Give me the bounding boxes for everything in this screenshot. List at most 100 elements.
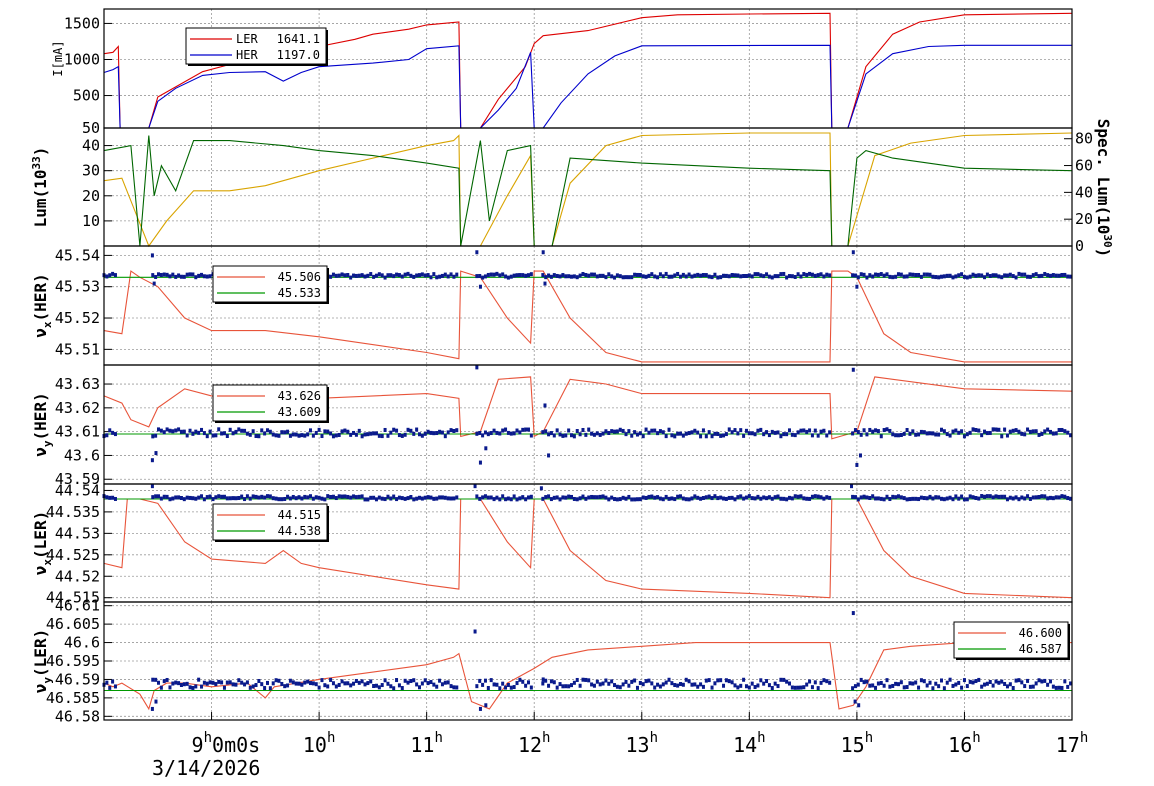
tune-point — [1000, 679, 1004, 684]
tune-point — [515, 497, 519, 502]
tune-point — [403, 432, 407, 437]
tune-point — [802, 272, 806, 277]
tune-point — [208, 494, 212, 499]
tune-point — [406, 496, 410, 501]
tune-point — [271, 681, 275, 686]
tune-point — [446, 274, 450, 279]
tune-point — [882, 428, 886, 433]
tune-point — [960, 494, 964, 499]
tune-point — [555, 428, 559, 433]
tune-point — [699, 273, 703, 278]
tune-point — [997, 680, 1001, 685]
tune-point — [802, 428, 806, 433]
tune-point — [696, 495, 700, 500]
tune-point — [1057, 495, 1061, 500]
tune-point — [570, 683, 574, 688]
tune-point — [357, 428, 361, 433]
tune-point — [578, 683, 582, 688]
tune-point — [524, 497, 528, 502]
tune-point — [452, 685, 456, 690]
tune-point — [406, 271, 410, 276]
tune-point — [874, 428, 878, 433]
tune-point — [644, 274, 648, 279]
tune-point — [257, 678, 261, 683]
tune-point — [707, 274, 711, 279]
tune-point — [1037, 678, 1041, 683]
tune-point — [162, 430, 166, 435]
tune-point — [584, 496, 588, 501]
tune-point — [684, 677, 688, 682]
tune-point — [948, 433, 952, 438]
tune-point — [512, 431, 516, 436]
y-tick-label: 46.605 — [46, 615, 100, 633]
tune-point — [667, 677, 671, 682]
tune-point — [1051, 273, 1055, 278]
tune-point — [733, 273, 737, 278]
tune-point — [260, 494, 264, 499]
x-tick-label: 9h0m0s — [192, 730, 261, 757]
tune-point — [793, 685, 797, 690]
tune-point — [426, 681, 430, 686]
tune-point — [395, 497, 399, 502]
tune-point — [704, 678, 708, 683]
y-axis-label-main: ν — [31, 566, 50, 576]
tune-point — [426, 495, 430, 500]
tune-point — [587, 495, 591, 500]
tune-point — [245, 494, 249, 499]
tune-point — [985, 431, 989, 436]
tune-point — [526, 680, 530, 685]
tune-point — [1000, 494, 1004, 499]
tune-point — [808, 679, 812, 684]
tune-point — [429, 275, 433, 280]
tune-point — [859, 432, 863, 437]
tune-point — [810, 433, 814, 438]
y-tick-label: 50 — [82, 119, 100, 137]
tune-point — [779, 496, 783, 501]
tune-point — [389, 684, 393, 689]
tune-point — [647, 678, 651, 683]
tune-point — [747, 431, 751, 436]
tune-point — [747, 273, 751, 278]
tune-point — [521, 679, 525, 684]
y-axis-label: I[mA] — [51, 40, 65, 76]
tune-point — [438, 274, 442, 279]
y-axis-label-tail: (HER) — [31, 392, 50, 440]
tune-point — [1020, 495, 1024, 500]
tune-point — [506, 430, 510, 435]
tune-point — [265, 428, 269, 433]
tune-point — [357, 273, 361, 278]
tune-point — [1014, 678, 1018, 683]
tune-point — [762, 681, 766, 686]
tune-point — [905, 427, 909, 432]
tune-point — [483, 678, 487, 683]
tune-point — [885, 272, 889, 277]
x-tick-label-hour: 17 — [1056, 733, 1080, 757]
tune-point — [1040, 679, 1044, 684]
y-tick-label: 44.52 — [55, 567, 100, 585]
tune-point — [787, 495, 791, 500]
tune-point — [750, 431, 754, 436]
tune-point — [862, 428, 866, 433]
tune-point — [853, 273, 857, 278]
tune-point — [162, 272, 166, 277]
tune-point — [894, 274, 898, 279]
y-axis-label-right-tail: ) — [1094, 248, 1113, 258]
tune-point — [727, 427, 731, 432]
tune-point — [159, 272, 163, 277]
tune-point — [681, 682, 685, 687]
tune-point — [489, 431, 493, 436]
tune-point — [911, 496, 915, 501]
tune-point — [739, 494, 743, 499]
tune-point — [340, 429, 344, 434]
tune-point — [957, 680, 961, 685]
tune-point — [819, 680, 823, 685]
tune-point — [699, 434, 703, 439]
tune-point — [549, 431, 553, 436]
tune-point — [785, 497, 789, 502]
tune-point — [489, 678, 493, 683]
tune-point — [891, 494, 895, 499]
tune-point — [687, 272, 691, 277]
tune-point — [561, 433, 565, 438]
tune-point — [524, 427, 528, 432]
y-tick-label: 40 — [82, 137, 100, 155]
